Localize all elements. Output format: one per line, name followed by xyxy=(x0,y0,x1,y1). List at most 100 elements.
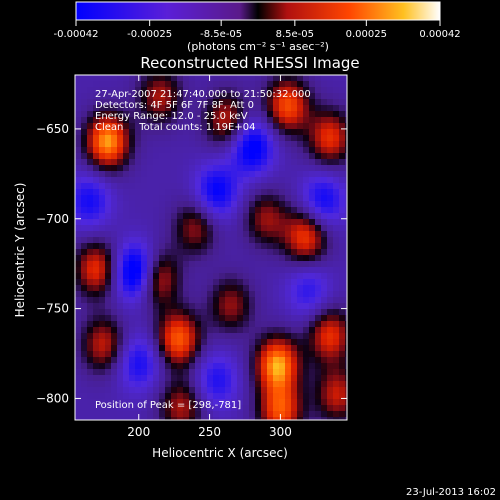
heatmap-cell xyxy=(243,345,250,352)
heatmap-cell xyxy=(213,207,220,214)
heatmap-cell xyxy=(93,375,100,382)
heatmap-cell xyxy=(279,387,286,394)
heatmap-cell xyxy=(225,363,232,370)
heatmap-cell xyxy=(249,237,256,244)
heatmap-cell xyxy=(273,261,280,268)
heatmap-cell xyxy=(231,327,238,334)
heatmap-cell xyxy=(129,213,136,220)
heatmap-cell xyxy=(159,117,166,124)
heatmap-cell xyxy=(243,189,250,196)
heatmap-cell xyxy=(105,165,112,172)
heatmap-cell xyxy=(339,99,346,106)
heatmap-cell xyxy=(315,165,322,172)
heatmap-cell xyxy=(291,309,298,316)
heatmap-cell xyxy=(345,369,347,376)
heatmap-cell xyxy=(243,297,250,304)
heatmap-cell xyxy=(243,81,250,88)
heatmap-cell xyxy=(255,399,262,406)
heatmap-cell xyxy=(171,411,178,418)
heatmap-cell xyxy=(345,111,347,118)
heatmap-cell xyxy=(93,171,100,178)
heatmap-cell xyxy=(159,381,166,388)
heatmap-cell xyxy=(297,261,304,268)
heatmap-cell xyxy=(129,279,136,286)
heatmap-cell xyxy=(75,273,82,280)
heatmap-cell xyxy=(195,141,202,148)
heatmap-cell xyxy=(123,129,130,136)
heatmap-cell xyxy=(225,273,232,280)
heatmap-cell xyxy=(297,75,304,82)
heatmap-cell xyxy=(141,189,148,196)
heatmap-cell xyxy=(201,327,208,334)
heatmap-cell xyxy=(117,117,124,124)
heatmap-cell xyxy=(333,351,340,358)
heatmap-cell xyxy=(129,87,136,94)
colorbar-tick-label: 0.00025 xyxy=(346,29,387,40)
heatmap-cell xyxy=(315,183,322,190)
heatmap-cell xyxy=(141,99,148,106)
heatmap-cell xyxy=(207,411,214,418)
heatmap-cell xyxy=(87,195,94,202)
heatmap-cell xyxy=(189,87,196,94)
heatmap-cell xyxy=(231,333,238,340)
heatmap-cell xyxy=(147,141,154,148)
heatmap-cell xyxy=(207,333,214,340)
heatmap-cell xyxy=(195,171,202,178)
heatmap-cell xyxy=(249,153,256,160)
heatmap-cell xyxy=(75,339,82,346)
heatmap-cell xyxy=(195,291,202,298)
heatmap-cell xyxy=(87,375,94,382)
heatmap-cell xyxy=(267,129,274,136)
heatmap-cell xyxy=(231,411,238,418)
heatmap-cell xyxy=(273,357,280,364)
heatmap-cell xyxy=(99,417,106,420)
heatmap-cell xyxy=(255,225,262,232)
heatmap-cell xyxy=(159,171,166,178)
heatmap-cell xyxy=(237,399,244,406)
heatmap-cell xyxy=(105,243,112,250)
heatmap-cell xyxy=(141,249,148,256)
heatmap-cell xyxy=(237,273,244,280)
heatmap-cell xyxy=(171,225,178,232)
heatmap-cell xyxy=(327,219,334,226)
heatmap-cell xyxy=(165,183,172,190)
heatmap-cell xyxy=(189,387,196,394)
heatmap-cell xyxy=(261,333,268,340)
heatmap-cell xyxy=(291,321,298,328)
heatmap-cell xyxy=(327,285,334,292)
heatmap-cell xyxy=(201,237,208,244)
heatmap-cell xyxy=(153,303,160,310)
heatmap-cell xyxy=(339,75,346,82)
heatmap-cell xyxy=(153,417,160,420)
heatmap-cell xyxy=(141,393,148,400)
heatmap-cell xyxy=(105,153,112,160)
heatmap-cell xyxy=(129,135,136,142)
heatmap-cell xyxy=(327,195,334,202)
heatmap-cell xyxy=(75,393,82,400)
heatmap-cell xyxy=(207,159,214,166)
heatmap-cell xyxy=(189,117,196,124)
heatmap-cell xyxy=(201,177,208,184)
heatmap-cell xyxy=(93,123,100,130)
heatmap-cell xyxy=(93,201,100,208)
heatmap-cell xyxy=(207,75,214,82)
heatmap-cell xyxy=(291,393,298,400)
heatmap-cell xyxy=(123,207,130,214)
heatmap-cell xyxy=(273,153,280,160)
heatmap-cell xyxy=(99,177,106,184)
heatmap-cell xyxy=(159,219,166,226)
heatmap-cell xyxy=(309,171,316,178)
annotation-detectors: Detectors: 4F 5F 6F 7F 8F, Att 0 xyxy=(95,100,254,111)
heatmap-cell xyxy=(117,207,124,214)
heatmap-cell xyxy=(303,297,310,304)
heatmap-cell xyxy=(207,327,214,334)
heatmap-cell xyxy=(165,309,172,316)
heatmap-cell xyxy=(141,381,148,388)
heatmap-cell xyxy=(165,261,172,268)
heatmap-cell xyxy=(255,189,262,196)
heatmap-cell xyxy=(183,327,190,334)
heatmap-cell xyxy=(279,285,286,292)
heatmap-cell xyxy=(129,207,136,214)
heatmap-cell xyxy=(309,381,316,388)
